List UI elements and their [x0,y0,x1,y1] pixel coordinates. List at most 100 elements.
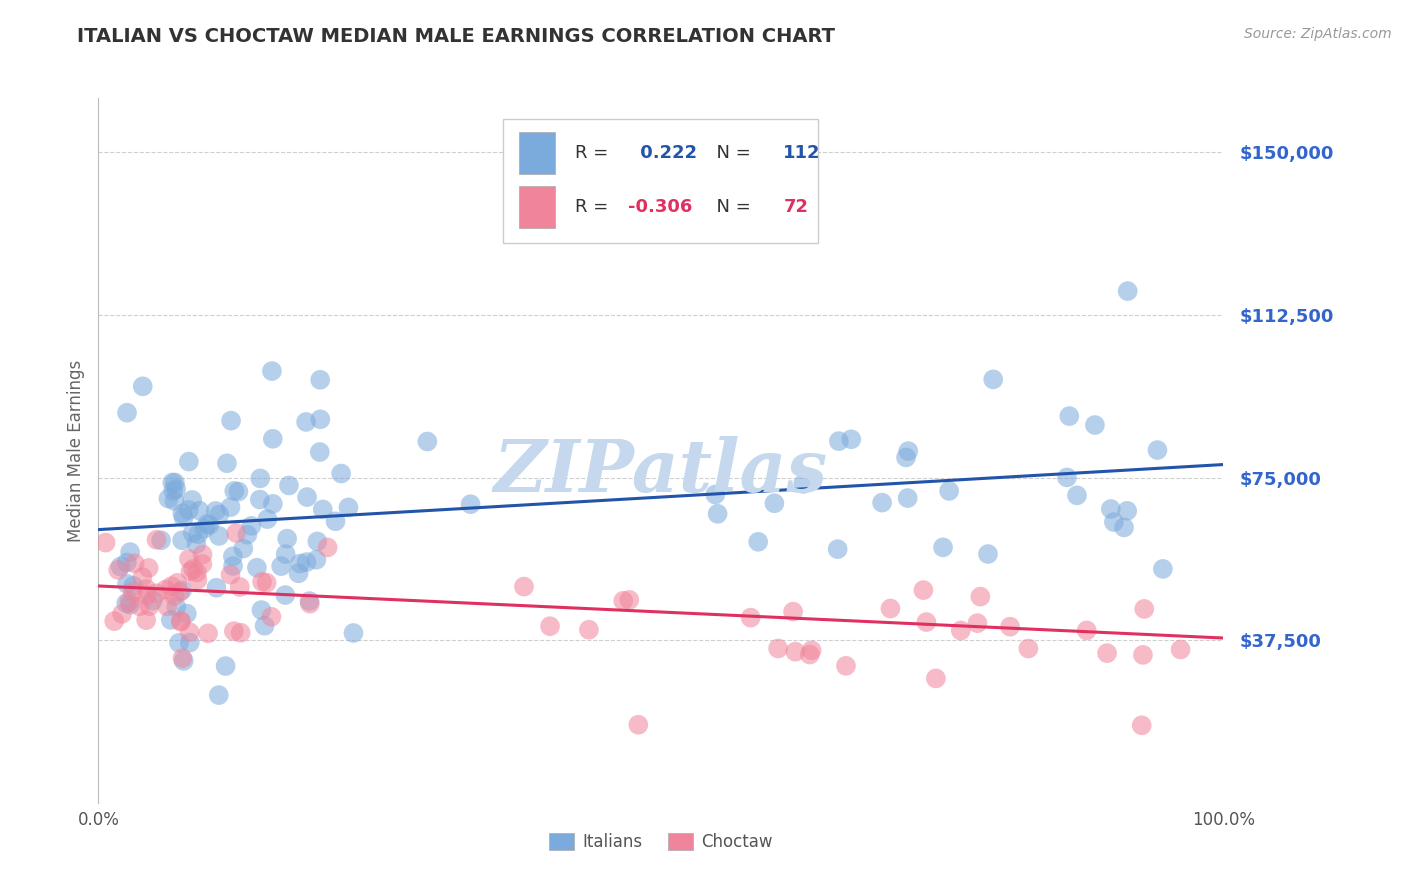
Text: Source: ZipAtlas.com: Source: ZipAtlas.com [1244,27,1392,41]
Text: 112: 112 [783,145,821,162]
Point [138,599,160,614]
Point [250,574,273,589]
Point [870,495,893,509]
Point [312,502,335,516]
Point [156,599,179,614]
Point [250,603,273,617]
Text: N =: N = [704,198,756,217]
Point [513,580,536,594]
Point [763,496,786,510]
Point [1084,417,1107,432]
Point [187,527,209,541]
Point [94,535,117,549]
Point [224,483,246,498]
Point [115,577,138,591]
Point [1076,624,1098,638]
Point [309,412,332,426]
Point [766,641,789,656]
Point [179,565,201,579]
Point [706,507,728,521]
Point [128,599,150,614]
Point [287,566,309,581]
Point [276,532,298,546]
Point [288,557,311,571]
Point [186,537,208,551]
Point [110,559,132,574]
Point [115,556,138,570]
Point [1017,641,1039,656]
Point [740,610,762,624]
Point [897,444,920,458]
Point [145,586,167,600]
Point [155,582,177,597]
Point [181,493,204,508]
Point [307,534,329,549]
Point [342,626,364,640]
Point [295,415,318,429]
Point [176,607,198,621]
Point [166,575,188,590]
Point [330,467,353,481]
Point [118,594,141,608]
Point [416,434,439,449]
Point [619,592,641,607]
Point [181,526,204,541]
Point [170,583,193,598]
Point [337,500,360,515]
Point [131,570,153,584]
Text: R =: R = [575,145,614,162]
Point [225,525,247,540]
Point [111,607,134,621]
Point [179,625,201,640]
Point [785,645,807,659]
Point [249,471,271,485]
Point [1116,504,1139,518]
Point [627,717,650,731]
Point [162,475,184,490]
Point [253,619,276,633]
Point [195,516,218,531]
Point [298,597,321,611]
Point [246,560,269,574]
Point [256,575,278,590]
Point [1132,648,1154,662]
Point [162,483,184,498]
Point [229,625,252,640]
Point [173,654,195,668]
Point [222,549,245,564]
Point [170,614,193,628]
Point [228,484,250,499]
Point [966,616,988,631]
Point [1066,488,1088,502]
Point [260,364,283,378]
Point [1130,718,1153,732]
Point [538,619,561,633]
Point [612,594,634,608]
Point [159,613,181,627]
Point [260,609,283,624]
Point [828,434,851,449]
Point [219,567,242,582]
Point [1099,502,1122,516]
Point [177,503,200,517]
Point [163,589,186,603]
Point [894,450,917,465]
Point [173,510,195,524]
Point [115,406,138,420]
Point [274,588,297,602]
Point [165,482,187,496]
FancyBboxPatch shape [503,120,818,243]
Point [998,620,1021,634]
Point [704,487,727,501]
Point [193,521,215,535]
Point [188,503,211,517]
Point [107,563,129,577]
Point [135,613,157,627]
Point [229,580,252,594]
Point [120,598,142,612]
Point [1059,409,1081,423]
Point [262,497,284,511]
Point [135,582,157,596]
Point [214,659,236,673]
Point [800,643,823,657]
